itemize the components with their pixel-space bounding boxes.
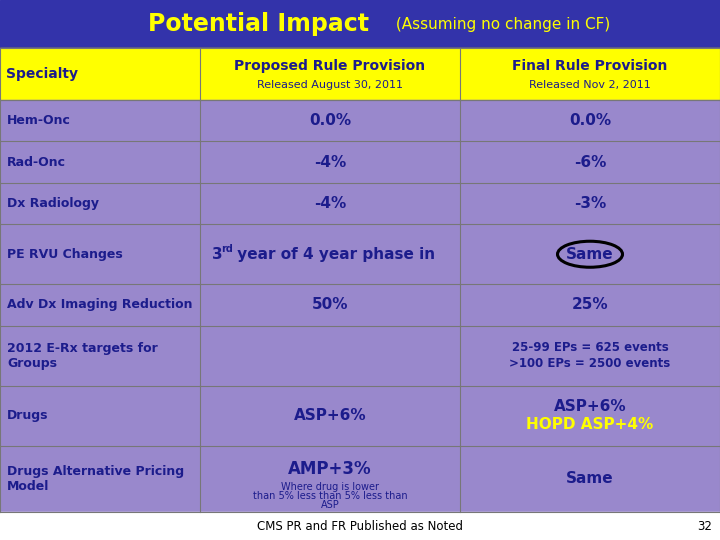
Text: ASP+6%: ASP+6%	[554, 399, 626, 414]
Text: AMP+3%: AMP+3%	[288, 460, 372, 478]
Text: 25%: 25%	[572, 298, 608, 313]
Text: Where drug is lower: Where drug is lower	[281, 482, 379, 492]
Text: PE RVU Changes: PE RVU Changes	[7, 248, 122, 261]
Text: year of 4 year phase in: year of 4 year phase in	[232, 247, 435, 262]
Text: Rad-Onc: Rad-Onc	[7, 156, 66, 168]
Text: Released August 30, 2011: Released August 30, 2011	[257, 80, 403, 90]
Text: Same: Same	[566, 247, 614, 262]
Text: 32: 32	[697, 519, 712, 532]
Text: -4%: -4%	[314, 196, 346, 211]
Bar	[0, 224, 720, 284]
Bar	[0, 0, 720, 48]
Text: ASP+6%: ASP+6%	[294, 408, 366, 423]
Text: Same: Same	[566, 471, 614, 487]
Text: CMS PR and FR Published as Noted: CMS PR and FR Published as Noted	[257, 519, 463, 532]
Text: Released Nov 2, 2011: Released Nov 2, 2011	[529, 80, 651, 90]
Text: ASP: ASP	[320, 500, 339, 510]
Text: 2012 E-Rx targets for
Groups: 2012 E-Rx targets for Groups	[7, 342, 158, 370]
Text: 3: 3	[212, 247, 222, 262]
Bar	[0, 284, 720, 326]
Bar	[0, 446, 720, 512]
Bar	[0, 141, 720, 183]
Text: 25-99 EPs = 625 events: 25-99 EPs = 625 events	[512, 341, 668, 354]
Text: Final Rule Provision: Final Rule Provision	[513, 59, 667, 73]
Text: -3%: -3%	[574, 196, 606, 211]
Bar	[0, 183, 720, 224]
Text: >100 EPs = 2500 events: >100 EPs = 2500 events	[509, 357, 670, 370]
Bar	[0, 100, 720, 141]
Text: rd: rd	[221, 244, 233, 254]
Text: HOPD ASP+4%: HOPD ASP+4%	[526, 417, 654, 432]
Text: Proposed Rule Provision: Proposed Rule Provision	[235, 59, 426, 73]
Text: -6%: -6%	[574, 154, 606, 170]
Text: Drugs: Drugs	[7, 409, 48, 422]
Text: 0.0%: 0.0%	[569, 113, 611, 128]
Text: 50%: 50%	[312, 298, 348, 313]
Bar	[0, 512, 720, 540]
Text: Adv Dx Imaging Reduction: Adv Dx Imaging Reduction	[7, 299, 192, 312]
Text: Hem-Onc: Hem-Onc	[7, 114, 71, 127]
Bar	[0, 48, 720, 100]
Text: Specialty: Specialty	[6, 67, 78, 81]
Bar	[0, 386, 720, 446]
Bar	[0, 326, 720, 386]
Text: 0.0%: 0.0%	[309, 113, 351, 128]
Text: Drugs Alternative Pricing
Model: Drugs Alternative Pricing Model	[7, 465, 184, 493]
Text: -4%: -4%	[314, 154, 346, 170]
Text: (Assuming no change in CF): (Assuming no change in CF)	[391, 17, 611, 31]
Text: than 5% less than 5% less than: than 5% less than 5% less than	[253, 491, 408, 501]
Text: Potential Impact: Potential Impact	[148, 12, 369, 36]
Text: Dx Radiology: Dx Radiology	[7, 197, 99, 210]
